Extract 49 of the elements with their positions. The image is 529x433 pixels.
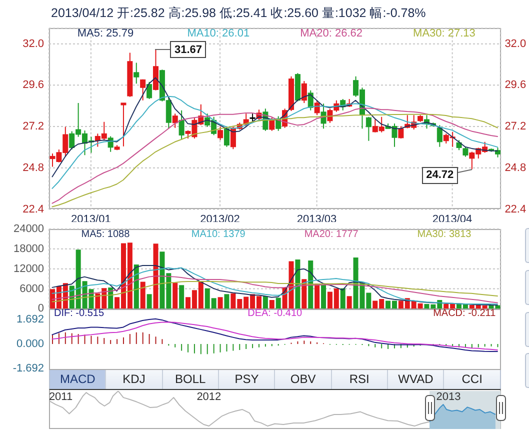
- x-tick-label: 2013/03: [296, 213, 337, 226]
- series-label: DEA: -0.410: [248, 308, 302, 320]
- callout-box: 31.67: [170, 41, 206, 58]
- y-tick-label: 1.692: [16, 313, 44, 326]
- tab: OBV: [275, 370, 332, 388]
- text: MA30: 27.13: [413, 28, 476, 40]
- text: MA10: 1379: [191, 229, 246, 240]
- text: MA10: 26.01: [187, 28, 250, 40]
- y-tick-label: 22.4: [22, 203, 44, 216]
- y-tick-label: 0.000: [16, 338, 44, 350]
- x-tick-label: 2013: [436, 390, 461, 402]
- tab: CCI: [444, 370, 500, 388]
- text: MA20: 26.62: [300, 28, 362, 40]
- text: MA20: 1777: [304, 229, 358, 240]
- y-tick-label: 0: [38, 302, 44, 315]
- x-tick-label: 2013/02: [200, 213, 240, 226]
- y2-tick-label: 29.6: [504, 79, 526, 92]
- y-tick-label: 18000: [13, 242, 44, 255]
- x-tick-label: 2013/01: [71, 213, 111, 226]
- tab: KDJ: [106, 370, 163, 388]
- tab: BOLL: [162, 370, 220, 388]
- y-tick-label: 6000: [20, 282, 44, 295]
- tab: RSI: [332, 370, 388, 388]
- y-tick-label: 24000: [13, 223, 44, 235]
- y2-tick-label: 27.2: [504, 120, 526, 133]
- y-tick-label: 27.2: [22, 120, 44, 133]
- text: MA30: 3813: [417, 229, 472, 240]
- y2-tick-label: 22.4: [504, 203, 526, 216]
- y2-tick-label: 24.8: [504, 162, 526, 174]
- y-tick-label: -1.692: [12, 362, 44, 374]
- text: MA5: 25.79: [77, 28, 134, 40]
- text: MA5: 1088: [81, 229, 130, 240]
- x-tick-label: 2012: [196, 390, 222, 402]
- chart-title: 2013/04/12 开:25.82 高:25.98 低:25.41 收:25.60 量:1032 幅:-0.78%: [51, 6, 426, 20]
- callout-box: 24.72: [422, 166, 458, 184]
- text: MACD: -0.211: [433, 308, 496, 320]
- tab: MACD: [50, 370, 106, 388]
- tab: PSY: [219, 370, 276, 388]
- annotation: 31.67: [174, 44, 202, 56]
- y-tick-label: 29.6: [22, 79, 44, 92]
- y-tick-label: 12000: [13, 262, 44, 275]
- x-tick-label: 2011: [48, 390, 73, 402]
- annotation: 24.72: [426, 169, 454, 182]
- y-tick-label: 24.8: [22, 162, 44, 174]
- x-tick-label: 2013/04: [432, 213, 472, 226]
- y-tick-label: 32.0: [22, 38, 44, 50]
- series-label: DIF: -0.515: [54, 308, 104, 320]
- y2-tick-label: 32.0: [504, 38, 526, 50]
- tab: WVAD: [388, 370, 444, 388]
